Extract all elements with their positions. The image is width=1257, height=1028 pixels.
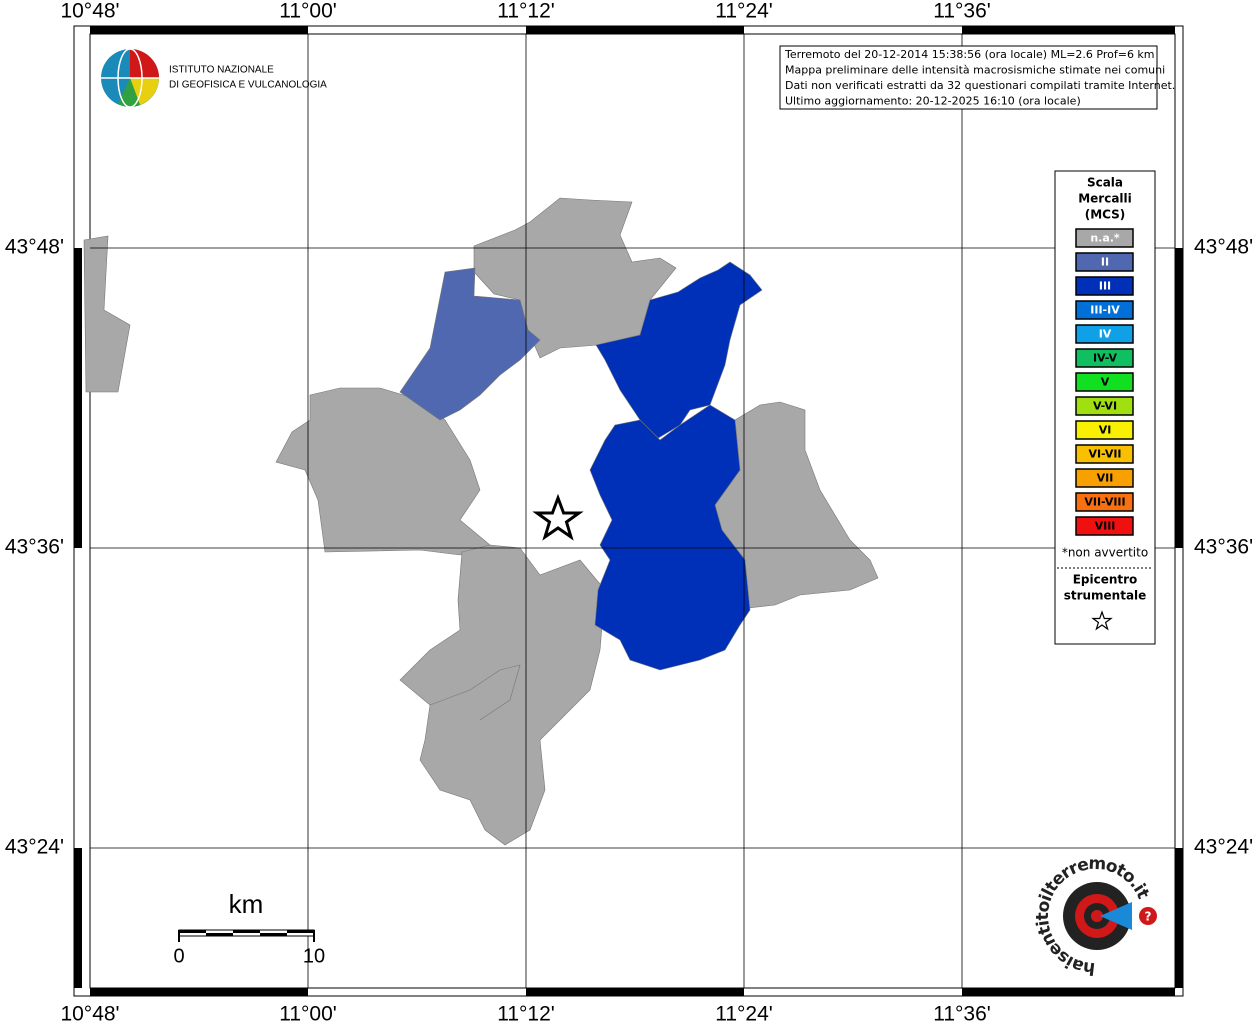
legend-label: n.a.* bbox=[1090, 232, 1120, 245]
municipality bbox=[399, 544, 606, 846]
legend-swatch bbox=[1075, 372, 1134, 392]
legend-label: VIII bbox=[1095, 520, 1116, 533]
info-line: Dati non verificati estratti da 32 quest… bbox=[785, 79, 1175, 92]
municipality bbox=[589, 404, 751, 671]
legend: ScalaMercalli(MCS)n.a.*IIIIIIII-IVIVIV-V… bbox=[1057, 176, 1153, 631]
longitude-label: 11°12' bbox=[497, 1003, 555, 1024]
scale-unit: km bbox=[229, 889, 264, 919]
longitude-label: 11°36' bbox=[933, 1003, 991, 1024]
legend-swatch bbox=[1075, 228, 1134, 248]
axis-labels: 10°48' 10°48' 11°00' 11°00' 11°12' 11°12' 11°2… bbox=[5, 0, 1253, 1026]
latitude-label: 43°24' bbox=[1194, 836, 1253, 859]
legend-swatch bbox=[1075, 348, 1134, 368]
legend-label: II bbox=[1101, 256, 1109, 269]
legend-swatch bbox=[1075, 276, 1134, 296]
legend-label: IV-V bbox=[1093, 352, 1118, 365]
legend-label: III bbox=[1099, 280, 1111, 293]
legend-label: III-IV bbox=[1090, 304, 1120, 317]
longitude-label: 11°00' bbox=[279, 0, 337, 23]
frame-ticks bbox=[74, 26, 1183, 996]
longitude-label: 11°00' bbox=[279, 1003, 337, 1024]
latitude-label: 43°36' bbox=[5, 536, 64, 559]
legend-swatch bbox=[1075, 420, 1134, 440]
info-line: Terremoto del 20-12-2014 15:38:56 (ora l… bbox=[784, 48, 1155, 61]
municipality bbox=[83, 235, 131, 393]
legend-label: VII bbox=[1097, 472, 1114, 485]
legend-swatch bbox=[1075, 444, 1134, 464]
legend-swatch bbox=[1075, 492, 1134, 512]
municipalities bbox=[83, 197, 879, 846]
info-text: Terremoto del 20-12-2014 15:38:56 (ora l… bbox=[784, 48, 1175, 108]
longitude-label: 11°24' bbox=[715, 1003, 773, 1024]
legend-swatch bbox=[1075, 252, 1134, 272]
longitude-label: 11°36' bbox=[933, 0, 991, 23]
municipality-border bbox=[429, 664, 521, 721]
latitude-label: 43°36' bbox=[1194, 536, 1253, 559]
legend-title: Scala bbox=[1087, 176, 1123, 190]
graticule bbox=[90, 34, 1175, 988]
institute-line: DI GEOFISICA E VULCANOLOGIA bbox=[169, 80, 327, 91]
legend-label: VII-VIII bbox=[1084, 496, 1125, 509]
legend-label: VI-VII bbox=[1088, 448, 1121, 461]
legend-title: (MCS) bbox=[1085, 208, 1126, 222]
legend-epicenter: Epicentro bbox=[1073, 573, 1138, 587]
latitude-label: 43°48' bbox=[1194, 236, 1253, 259]
legend-epicenter: strumentale bbox=[1064, 589, 1147, 603]
legend-swatch bbox=[1075, 516, 1134, 536]
info-box bbox=[779, 45, 1158, 110]
epicenter bbox=[532, 493, 584, 541]
scale-label: 0 bbox=[173, 945, 184, 967]
legend-swatch bbox=[1075, 396, 1134, 416]
legend-swatch bbox=[1075, 324, 1134, 344]
info-line: Ultimo aggiornamento: 20-12-2025 16:10 (… bbox=[785, 95, 1081, 108]
scale-bar: km 0 10 bbox=[173, 889, 325, 967]
legend-star bbox=[1091, 610, 1113, 631]
scale-label: 10 bbox=[303, 945, 325, 967]
latitude-label: 43°48' bbox=[5, 236, 64, 259]
legend-note: *non avvertito bbox=[1062, 546, 1148, 560]
latitude-label: 43°24' bbox=[5, 836, 64, 859]
info-line: Mappa preliminare delle intensità macros… bbox=[785, 64, 1165, 77]
municipality bbox=[399, 267, 541, 421]
logo-mark: ? bbox=[1145, 910, 1152, 924]
haisentito-logo: haisentitoilterremoto.it ? bbox=[1033, 854, 1157, 978]
legend-label: V-VI bbox=[1093, 400, 1117, 413]
legend-swatch bbox=[1075, 300, 1134, 320]
ingv-logo: ISTITUTO NAZIONALE DI GEOFISICA E VULCAN… bbox=[101, 48, 327, 108]
legend-label: V bbox=[1101, 376, 1110, 389]
legend-swatch bbox=[1075, 468, 1134, 488]
longitude-label: 11°24' bbox=[715, 0, 773, 23]
legend-label: VI bbox=[1099, 424, 1112, 437]
legend-label: IV bbox=[1099, 328, 1112, 341]
legend-title: Mercalli bbox=[1078, 192, 1132, 206]
longitude-label: 10°48' bbox=[60, 1003, 119, 1024]
longitude-label: 10°48' bbox=[60, 0, 119, 23]
institute-line: ISTITUTO NAZIONALE bbox=[169, 65, 274, 76]
longitude-label: 11°12' bbox=[497, 0, 555, 23]
